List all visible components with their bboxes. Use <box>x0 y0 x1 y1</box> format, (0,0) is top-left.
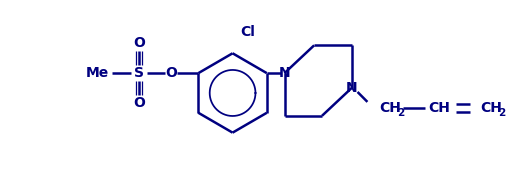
Text: 2: 2 <box>498 108 505 118</box>
Text: S: S <box>134 66 144 80</box>
Text: CH: CH <box>480 101 502 115</box>
Text: O: O <box>133 36 145 50</box>
Text: CH: CH <box>428 101 451 115</box>
Text: O: O <box>133 96 145 110</box>
Text: N: N <box>346 81 357 95</box>
Text: CH: CH <box>379 101 401 115</box>
Text: Me: Me <box>86 66 110 80</box>
Text: O: O <box>165 66 177 80</box>
Text: N: N <box>279 66 291 80</box>
Text: 2: 2 <box>397 108 404 118</box>
Text: Cl: Cl <box>240 25 256 39</box>
